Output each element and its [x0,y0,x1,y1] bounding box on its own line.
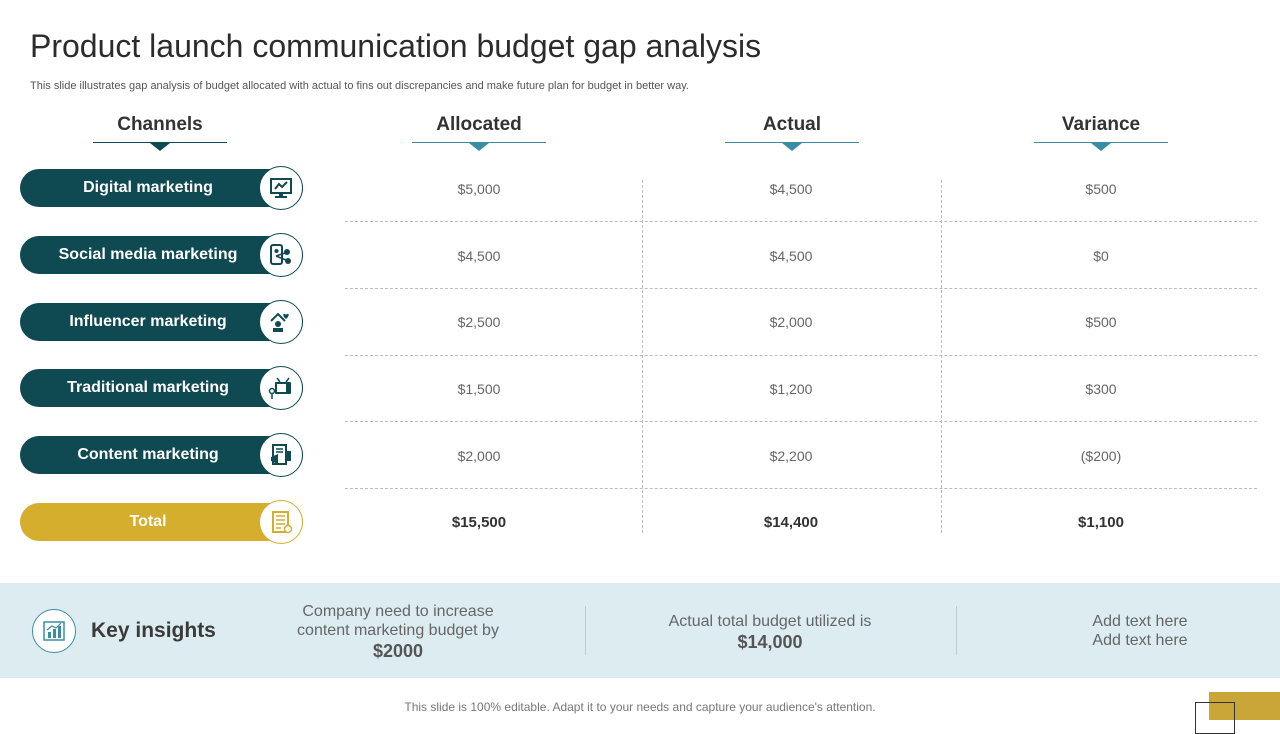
header-variance-pointer [1091,143,1111,151]
allocated-value: $2,500 [457,314,501,330]
channel-pill-influencer: Influencer marketing [20,300,303,344]
insight-1-line1: Company need to increase [302,603,494,620]
key-insights-panel: Key insights Company need to increase co… [0,583,1280,678]
header-actual-label: Actual [762,114,822,135]
total-allocated-value: $15,500 [451,514,507,531]
total-actual-value: $14,400 [763,514,819,531]
row-divider [345,488,1257,489]
row-divider [345,221,1257,222]
insight-3-line1: Add text here [1092,613,1188,630]
allocated-value: $1,500 [457,381,501,397]
header-channels-pointer [150,143,170,151]
insight-3-line2: Add text here [1092,632,1188,649]
key-insights-title: Key insights [91,619,216,642]
insight-divider [585,606,586,655]
insight-2-value: $14,000 [737,632,803,652]
insight-1-value: $2000 [372,641,424,661]
insight-1: Company need to increase content marketi… [278,602,518,662]
insight-2-line1: Actual total budget utilized is [668,613,872,630]
header-variance-rule [1034,142,1168,143]
row-divider [345,421,1257,422]
influencer-heart-icon [259,300,303,344]
column-divider [642,180,643,533]
corner-outline [1195,702,1235,734]
header-actual: Actual [725,114,859,151]
header-actual-rule [725,142,859,143]
header-allocated-label: Allocated [436,114,522,135]
variance-value: ($200) [1080,448,1122,464]
actual-value: $2,200 [769,448,813,464]
monitor-presentation-icon [259,166,303,210]
header-channels: Channels [93,114,227,151]
actual-value: $2,000 [769,314,813,330]
channel-pill-digital: Digital marketing [20,166,303,210]
channel-pill-traditional: Traditional marketing [20,366,303,410]
social-network-icon [259,233,303,277]
column-divider [941,180,942,533]
header-allocated-rule [412,142,546,143]
header-variance: Variance [1034,114,1168,151]
channel-label: Content marketing [77,446,219,463]
row-divider [345,355,1257,356]
calculator-icon [259,500,303,544]
corner-accent [1209,692,1280,720]
total-variance-value: $1,100 [1078,514,1124,531]
footer-note: This slide is 100% editable. Adapt it to… [404,700,876,714]
variance-value: $0 [1093,248,1109,264]
row-divider [345,288,1257,289]
channel-label: Influencer marketing [69,313,227,330]
insight-1-line2: content marketing budget by [297,622,499,639]
insight-divider [956,606,957,655]
channel-label: Digital marketing [83,179,213,196]
total-label: Total [129,513,167,530]
channel-label: Social media marketing [58,246,238,263]
insight-2: Actual total budget utilized is $14,000 [640,612,900,653]
variance-value: $300 [1085,381,1117,397]
page-subtitle: This slide illustrates gap analysis of b… [30,80,689,92]
variance-value: $500 [1085,181,1117,197]
total-pill: Total [20,500,303,544]
actual-value: $4,500 [769,181,813,197]
channel-pill-social: Social media marketing [20,233,303,277]
variance-value: $500 [1085,314,1117,330]
header-allocated: Allocated [412,114,546,151]
content-megaphone-icon [259,433,303,477]
tv-radio-icon [259,366,303,410]
header-allocated-pointer [469,143,489,151]
page-title: Product launch communication budget gap … [30,28,762,64]
channel-label: Traditional marketing [67,379,229,396]
header-channels-rule [93,142,227,143]
allocated-value: $2,000 [457,448,501,464]
bar-chart-icon [32,609,76,653]
actual-value: $4,500 [769,248,813,264]
allocated-value: $4,500 [457,248,501,264]
header-variance-label: Variance [1061,114,1141,135]
actual-value: $1,200 [769,381,813,397]
header-channels-label: Channels [117,114,203,135]
channel-pill-content: Content marketing [20,433,303,477]
insight-3: Add text here Add text here [1040,612,1240,650]
allocated-value: $5,000 [457,181,501,197]
header-actual-pointer [782,143,802,151]
